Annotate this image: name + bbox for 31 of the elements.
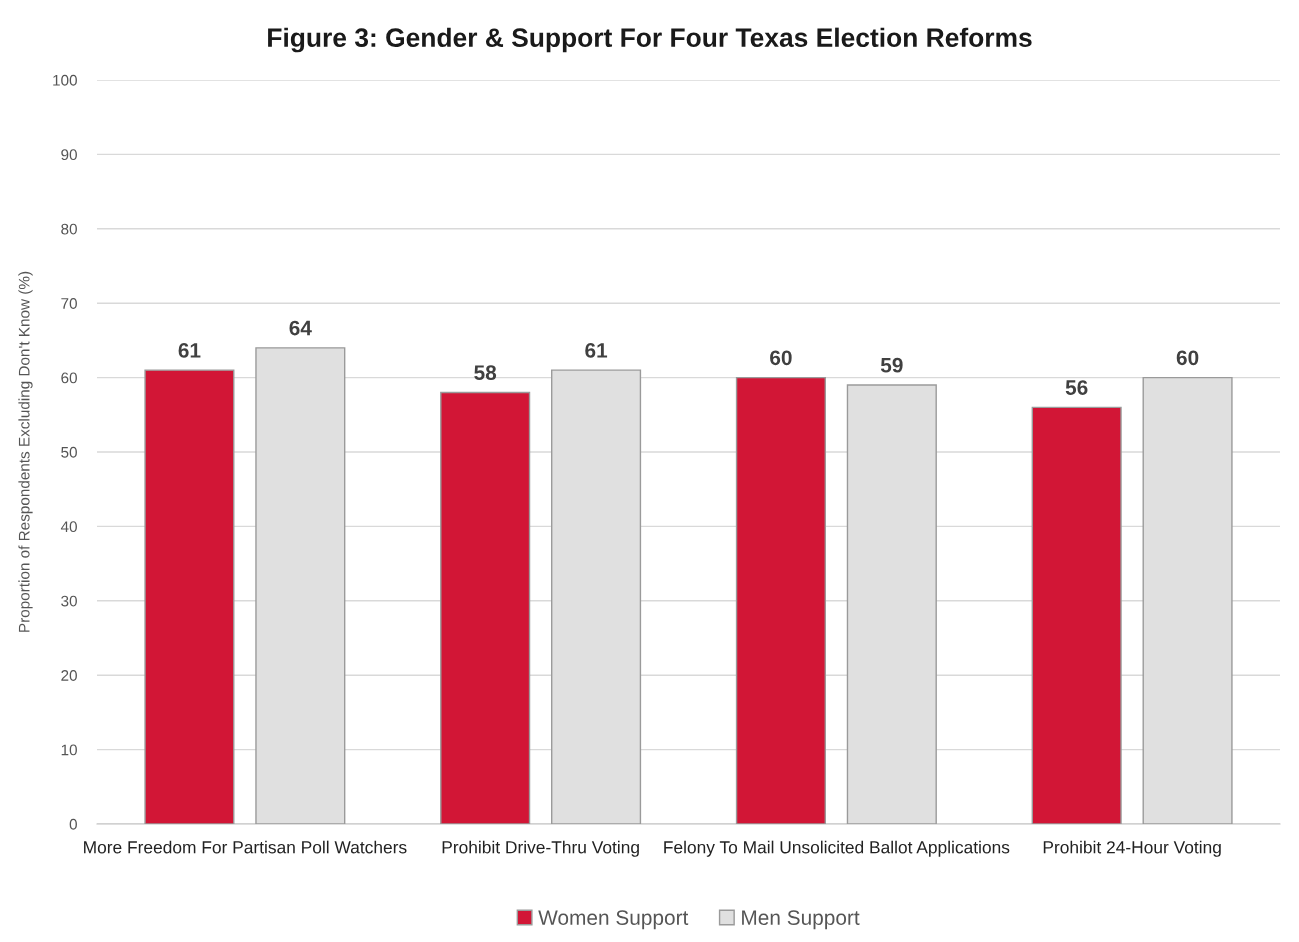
bar (440, 391, 531, 824)
x-tick-label: More Freedom For Partisan Poll Watchers (84, 840, 407, 854)
y-tick-label: 0 (69, 818, 77, 830)
y-tick-label: 80 (61, 223, 77, 235)
y-tick-label: 20 (61, 670, 77, 681)
data-label: 60 (1176, 350, 1199, 366)
x-tick-label: Prohibit Drive-Thru Voting (442, 840, 639, 857)
data-label: 59 (880, 357, 903, 373)
legend-label: Women Support (538, 910, 689, 930)
bar (1031, 406, 1122, 824)
legend-label: Men Support (742, 910, 860, 930)
data-label: 56 (1065, 380, 1088, 395)
y-axis-title: Proportion of Respondents Excluding Don't Know (%) (18, 271, 33, 632)
y-tick-label: 90 (61, 149, 77, 161)
y-tick-label: 10 (61, 744, 77, 756)
data-label: 58 (474, 365, 497, 381)
y-tick-label: 70 (61, 298, 77, 309)
y-tick-label: 50 (61, 446, 77, 458)
data-label: 60 (770, 350, 792, 366)
bar (144, 369, 235, 824)
data-label: 61 (585, 342, 608, 358)
x-tick-label: Prohibit 24-Hour Voting (1043, 840, 1221, 857)
y-tick-label: 100 (53, 74, 77, 86)
y-tick-label: 30 (61, 595, 77, 607)
data-label: 64 (289, 320, 312, 336)
data-label: 61 (178, 342, 201, 358)
bar (735, 376, 826, 824)
y-tick-label: 60 (61, 372, 77, 384)
chart-title: Figure 3: Gender & Support For Four Texas Election Reforms (268, 27, 1032, 53)
y-tick-label: 40 (60, 521, 77, 533)
x-tick-label: Felony To Mail Unsolicited Ballot Applications (664, 840, 1010, 857)
